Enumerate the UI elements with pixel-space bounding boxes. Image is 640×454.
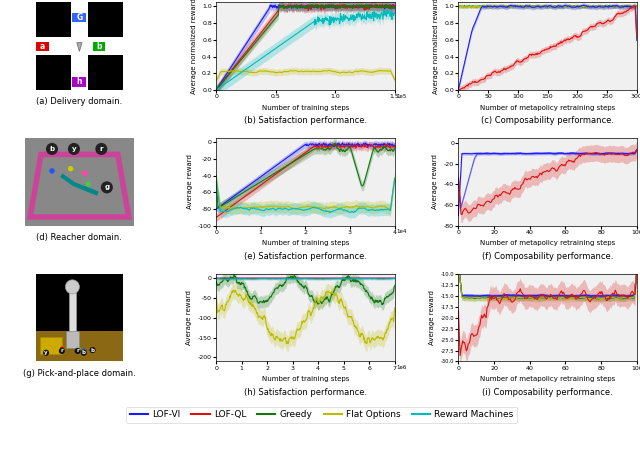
Bar (72, 13, 86, 22)
Circle shape (46, 143, 58, 155)
Bar (106, 37, 124, 55)
Circle shape (60, 346, 63, 350)
X-axis label: Number of training steps: Number of training steps (262, 105, 349, 111)
Bar (70, 2, 88, 20)
Bar (40, 337, 62, 355)
Bar (67, 331, 79, 348)
Bar (53, 55, 70, 73)
Text: G: G (76, 13, 83, 22)
Text: (f) Composability performance.: (f) Composability performance. (482, 252, 613, 261)
Circle shape (68, 143, 80, 155)
Text: r: r (61, 349, 63, 354)
Bar (106, 2, 124, 20)
Bar (53, 73, 70, 90)
Text: b: b (82, 350, 86, 355)
Bar (53, 20, 70, 37)
Circle shape (68, 166, 74, 172)
X-axis label: Number of training steps: Number of training steps (262, 376, 349, 382)
Y-axis label: Average normalized reward: Average normalized reward (191, 0, 196, 94)
Text: (e) Satisfaction performance.: (e) Satisfaction performance. (244, 252, 367, 261)
Bar (88, 2, 106, 20)
Circle shape (43, 350, 49, 356)
Circle shape (101, 181, 113, 193)
Legend: LOF-VI, LOF-QL, Greedy, Flat Options, Reward Machines: LOF-VI, LOF-QL, Greedy, Flat Options, Re… (126, 407, 517, 423)
Bar (106, 20, 124, 37)
X-axis label: Number of metapolicy retraining steps: Number of metapolicy retraining steps (480, 241, 615, 247)
Circle shape (59, 348, 65, 354)
Bar (88, 37, 106, 55)
Bar (53, 2, 70, 20)
Circle shape (86, 181, 91, 187)
Bar (36, 37, 53, 55)
Bar (106, 55, 124, 73)
Bar (88, 73, 106, 90)
Bar (70, 37, 88, 55)
Bar (70, 20, 88, 37)
Text: (h) Satisfaction performance.: (h) Satisfaction performance. (244, 388, 367, 397)
Circle shape (95, 143, 108, 155)
Text: h: h (77, 77, 82, 86)
X-axis label: Number of training steps: Number of training steps (262, 241, 349, 247)
X-axis label: Number of metapolicy retraining steps: Number of metapolicy retraining steps (480, 376, 615, 382)
Bar (69, 291, 76, 335)
Bar (36, 55, 53, 73)
Bar (70, 37, 88, 55)
Y-axis label: Average normalized reward: Average normalized reward (433, 0, 439, 94)
Bar (106, 73, 124, 90)
Text: r: r (100, 146, 103, 152)
Bar (36, 73, 53, 90)
Text: y: y (44, 350, 48, 355)
Bar (70, 73, 88, 90)
Text: (a) Delivery domain.: (a) Delivery domain. (36, 97, 122, 106)
Text: b: b (91, 348, 95, 353)
Y-axis label: Average reward: Average reward (186, 290, 193, 345)
Circle shape (65, 280, 79, 294)
Text: 1e5: 1e5 (396, 94, 407, 99)
Bar (36, 331, 124, 361)
Text: (b) Satisfaction performance.: (b) Satisfaction performance. (244, 116, 367, 125)
Polygon shape (77, 43, 82, 51)
Circle shape (49, 168, 55, 173)
Circle shape (82, 348, 86, 352)
Text: r: r (76, 349, 79, 354)
Text: g: g (104, 184, 109, 190)
Text: a: a (40, 42, 45, 51)
Y-axis label: Average reward: Average reward (433, 154, 438, 209)
Text: (g) Pick-and-place domain.: (g) Pick-and-place domain. (23, 369, 136, 378)
Y-axis label: Average reward: Average reward (186, 154, 193, 209)
Bar (36, 20, 53, 37)
Text: 1e4: 1e4 (396, 229, 407, 234)
Bar (93, 42, 105, 51)
Text: b: b (49, 146, 54, 152)
Circle shape (75, 348, 81, 354)
Bar (36, 2, 53, 20)
Bar (53, 37, 70, 55)
X-axis label: Number of metapolicy retraining steps: Number of metapolicy retraining steps (480, 105, 615, 111)
Circle shape (77, 347, 81, 351)
Text: (i) Composability performance.: (i) Composability performance. (482, 388, 613, 397)
Y-axis label: Average reward: Average reward (429, 290, 435, 345)
Bar (70, 55, 88, 73)
Text: b: b (96, 42, 102, 51)
Text: 1e6: 1e6 (396, 365, 407, 370)
Text: y: y (72, 146, 76, 152)
Text: (c) Composability performance.: (c) Composability performance. (481, 116, 614, 125)
Circle shape (90, 347, 95, 353)
Text: (d) Reacher domain.: (d) Reacher domain. (36, 233, 122, 242)
Circle shape (82, 170, 88, 176)
Circle shape (81, 350, 87, 356)
Bar (88, 20, 106, 37)
Bar (36, 42, 49, 51)
Bar (88, 55, 106, 73)
Bar (72, 77, 86, 87)
